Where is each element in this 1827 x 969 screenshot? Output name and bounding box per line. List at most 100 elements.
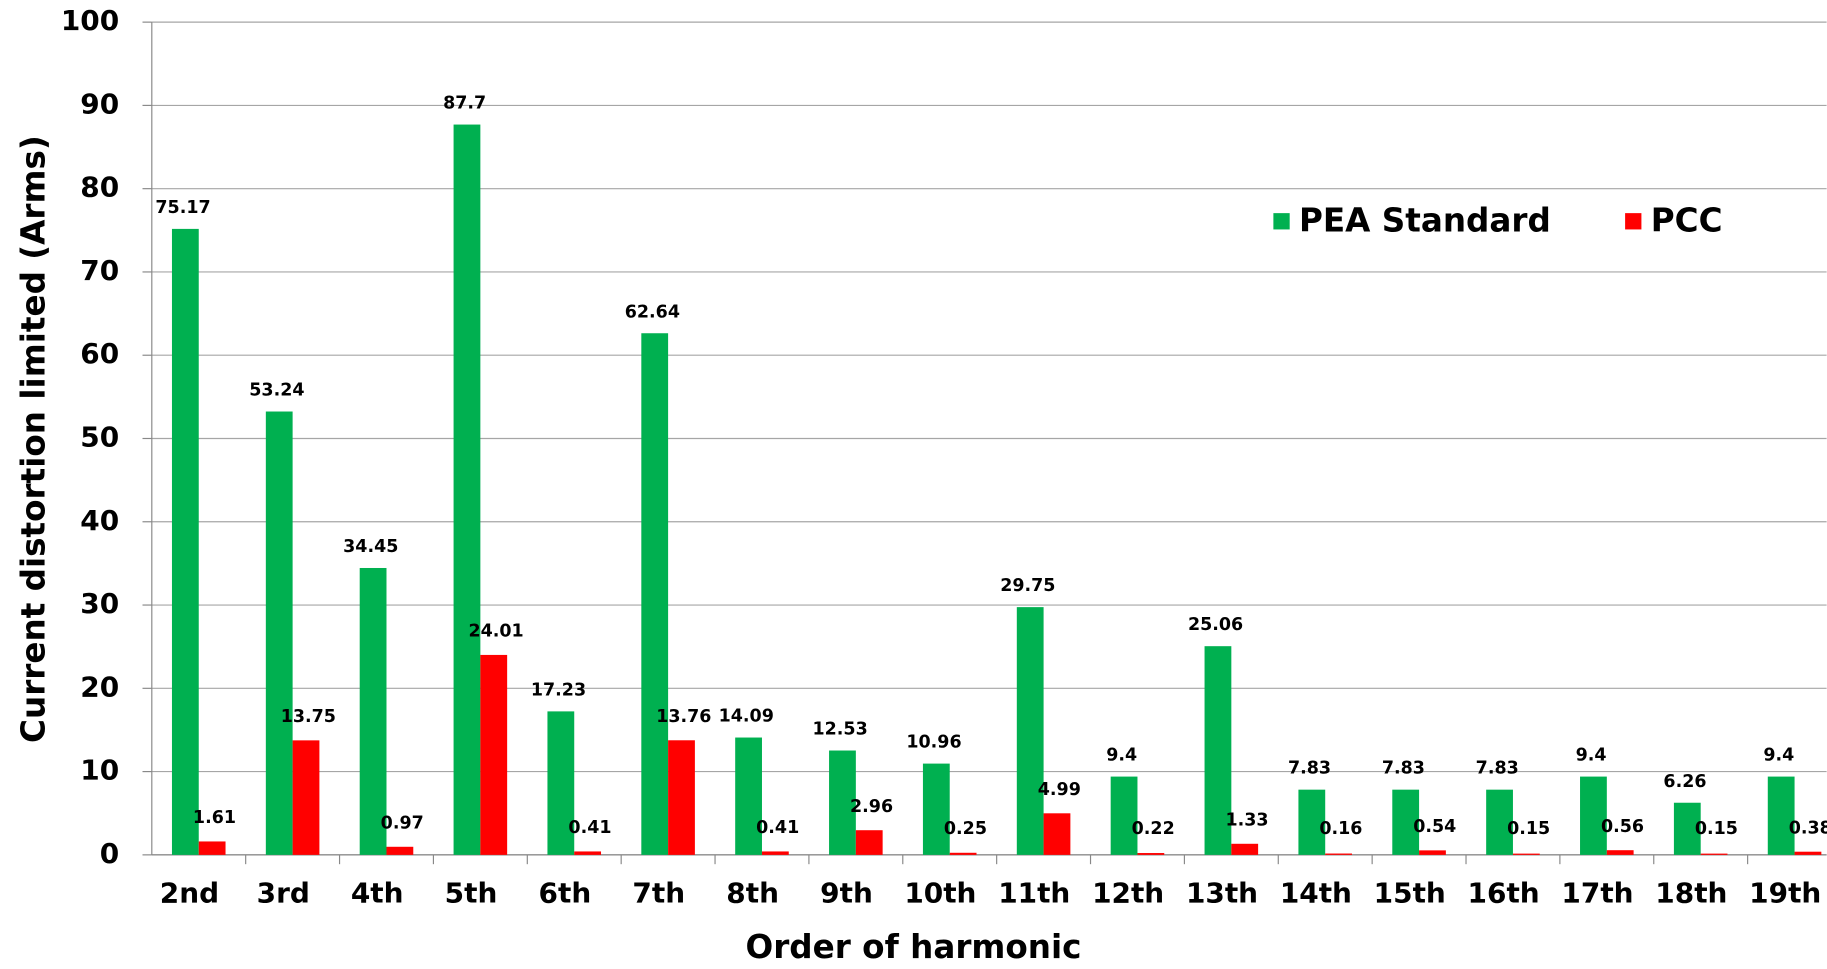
- bar: [480, 654, 508, 855]
- data-label: 1.33: [1226, 810, 1269, 830]
- bar: [574, 851, 602, 855]
- y-tick-label: 60: [80, 337, 119, 370]
- bar: [453, 124, 481, 855]
- x-tick-label: 16th: [1468, 876, 1540, 909]
- x-tick-label: 4th: [351, 876, 404, 909]
- data-label: 0.15: [1695, 819, 1738, 839]
- x-tick-label: 12th: [1092, 876, 1164, 909]
- data-label: 7.83: [1382, 759, 1425, 779]
- data-label: 4.99: [1038, 780, 1081, 800]
- y-tick-label: 80: [80, 171, 119, 204]
- data-label: 1.61: [193, 808, 236, 828]
- bar: [922, 763, 950, 855]
- y-axis-title: Current distortion limited (Arms): [14, 135, 52, 743]
- data-label: 10.96: [906, 733, 961, 753]
- bar: [1419, 850, 1446, 855]
- bar: [641, 333, 669, 855]
- legend-swatch: [1273, 213, 1290, 230]
- data-label: 13.75: [281, 707, 336, 727]
- data-label: 0.38: [1789, 818, 1827, 838]
- bar: [1486, 789, 1513, 855]
- y-tick-label: 30: [80, 587, 119, 620]
- data-label: 29.75: [1000, 576, 1055, 596]
- bar: [761, 851, 789, 855]
- bar: [265, 411, 293, 855]
- bar: [1794, 851, 1822, 855]
- legend-label: PCC: [1651, 201, 1723, 239]
- x-tick-label: 14th: [1280, 876, 1352, 909]
- x-tick-label: 7th: [632, 876, 685, 909]
- bar: [735, 737, 762, 855]
- x-tick-label: 3rd: [257, 876, 310, 909]
- bar: [1137, 853, 1165, 855]
- bar: [1325, 853, 1352, 855]
- data-label: 0.16: [1319, 819, 1362, 839]
- x-tick-label: 18th: [1655, 876, 1727, 909]
- y-tick-label: 70: [80, 254, 119, 287]
- bar: [1700, 853, 1728, 855]
- data-label: 53.24: [249, 381, 304, 401]
- data-label: 0.97: [381, 813, 424, 833]
- y-tick-label: 40: [80, 504, 119, 537]
- data-label: 0.25: [944, 819, 987, 839]
- x-tick-label: 11th: [998, 876, 1070, 909]
- bar: [547, 711, 575, 855]
- bar: [1392, 789, 1420, 855]
- x-tick-label: 10th: [904, 876, 976, 909]
- data-label: 0.15: [1507, 819, 1550, 839]
- data-label: 75.17: [155, 198, 210, 218]
- data-label: 62.64: [625, 302, 680, 322]
- bar: [1043, 813, 1071, 855]
- bar: [949, 852, 977, 855]
- bar: [1673, 802, 1701, 855]
- bar: [855, 830, 883, 855]
- data-label: 24.01: [468, 622, 523, 642]
- bar: [668, 740, 695, 855]
- data-label: 0.41: [756, 818, 799, 838]
- bar: [386, 846, 414, 855]
- data-label: 9.4: [1106, 746, 1137, 766]
- y-tick-label: 100: [61, 4, 119, 37]
- legend-label: PEA Standard: [1299, 201, 1551, 239]
- data-label: 6.26: [1663, 772, 1706, 792]
- bar: [198, 841, 226, 855]
- y-tick-label: 90: [80, 87, 119, 120]
- x-tick-label: 17th: [1561, 876, 1633, 909]
- x-tick-label: 5th: [445, 876, 498, 909]
- data-label: 2.96: [850, 797, 893, 817]
- data-label: 7.83: [1288, 759, 1331, 779]
- data-label: 17.23: [531, 680, 586, 700]
- bar: [359, 567, 387, 855]
- data-label: 0.41: [568, 818, 611, 838]
- data-label: 87.7: [443, 94, 486, 114]
- data-label: 25.06: [1188, 615, 1243, 635]
- bar: [1016, 607, 1044, 855]
- bar: [829, 750, 856, 855]
- data-label: 9.4: [1576, 746, 1607, 766]
- data-label: 7.83: [1476, 759, 1519, 779]
- data-label: 0.54: [1413, 817, 1456, 837]
- bar: [1204, 646, 1232, 855]
- data-label: 0.56: [1601, 817, 1644, 837]
- data-label: 0.22: [1132, 819, 1175, 839]
- bar: [1231, 843, 1259, 855]
- bar: [1110, 776, 1138, 855]
- x-tick-label: 9th: [820, 876, 873, 909]
- data-label: 12.53: [813, 720, 868, 740]
- y-tick-label: 50: [80, 420, 119, 453]
- x-axis-title: Order of harmonic: [745, 928, 1081, 966]
- x-tick-label: 13th: [1186, 876, 1258, 909]
- data-label: 13.76: [656, 707, 711, 727]
- legend-swatch: [1625, 213, 1642, 230]
- x-tick-label: 2nd: [160, 876, 219, 909]
- bar: [171, 228, 199, 855]
- bar: [1298, 789, 1326, 855]
- y-tick-label: 0: [100, 837, 119, 870]
- x-tick-label: 19th: [1749, 876, 1821, 909]
- x-tick-label: 8th: [726, 876, 779, 909]
- y-tick-label: 20: [80, 670, 119, 703]
- bar: [292, 740, 320, 855]
- x-tick-label: 15th: [1374, 876, 1446, 909]
- x-tick-label: 6th: [539, 876, 592, 909]
